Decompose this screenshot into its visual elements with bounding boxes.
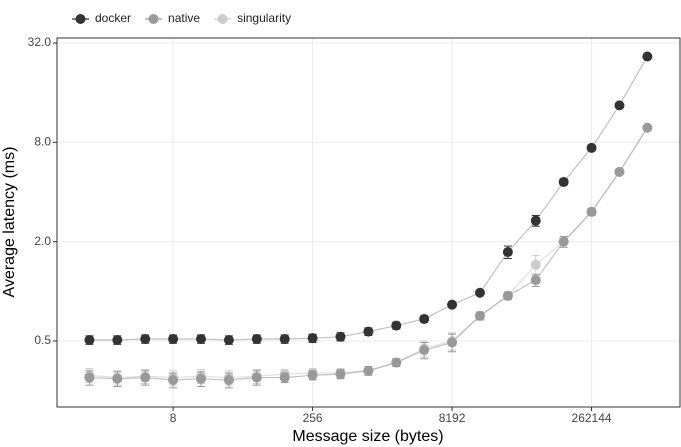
point (195, 373, 206, 384)
point (530, 215, 541, 226)
point (530, 259, 541, 270)
point (642, 122, 653, 133)
point (335, 369, 346, 380)
point (140, 372, 151, 383)
point (419, 345, 430, 356)
point (279, 334, 290, 345)
point (586, 206, 597, 217)
point (558, 236, 569, 247)
point (112, 373, 123, 384)
x-axis-title: Message size (bytes) (292, 428, 443, 445)
point (558, 176, 569, 187)
point (168, 334, 179, 345)
point (84, 372, 95, 383)
x-tick-label: 8 (170, 411, 177, 425)
point (223, 334, 234, 345)
point (530, 275, 541, 286)
point (447, 299, 458, 310)
plot-background (57, 38, 680, 407)
point (223, 375, 234, 386)
point (419, 313, 430, 324)
point (502, 247, 513, 258)
point (168, 375, 179, 386)
point (195, 334, 206, 345)
point (447, 337, 458, 348)
point (335, 331, 346, 342)
legend-label: singularity (237, 11, 291, 25)
point (614, 166, 625, 177)
point (112, 334, 123, 345)
point (84, 334, 95, 345)
point (614, 100, 625, 111)
point (279, 372, 290, 383)
y-tick-label: 0.5 (34, 333, 51, 347)
legend-marker (148, 14, 159, 24)
y-tick-label: 2.0 (34, 234, 51, 248)
legend-marker (75, 14, 86, 24)
point (474, 287, 485, 298)
point (251, 372, 262, 383)
point (140, 334, 151, 345)
plot-border (56, 37, 681, 408)
legend-label: docker (95, 11, 131, 25)
point (642, 51, 653, 62)
y-axis-title: Average latency (ms) (1, 147, 18, 298)
point (391, 357, 402, 368)
y-tick-label: 8.0 (34, 134, 51, 148)
point (363, 326, 374, 337)
x-tick-label: 8192 (439, 411, 466, 425)
x-tick-label: 262144 (572, 411, 612, 425)
legend-marker (217, 14, 228, 24)
point (586, 142, 597, 153)
legend-label: native (168, 11, 200, 25)
point (363, 365, 374, 376)
x-tick-label: 256 (303, 411, 323, 425)
point (474, 310, 485, 321)
point (391, 320, 402, 331)
point (307, 333, 318, 344)
point (502, 290, 513, 301)
y-tick-label: 32.0 (28, 35, 52, 49)
point (307, 370, 318, 381)
point (251, 334, 262, 345)
